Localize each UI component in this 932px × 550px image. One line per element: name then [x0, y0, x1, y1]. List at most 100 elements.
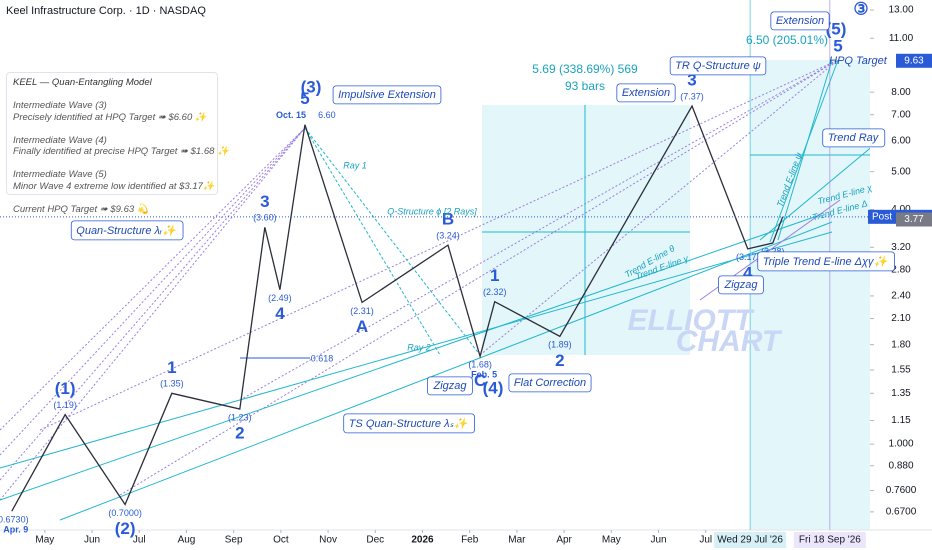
x-tick-label: Sep	[225, 535, 243, 546]
annotation-box	[343, 413, 475, 434]
y-tick-label: 0.7600	[886, 485, 917, 496]
y-tick-label: 2.10	[891, 313, 911, 324]
annotation: Zigzag	[432, 380, 467, 392]
annotation: Ray 2	[407, 342, 431, 352]
info-line: KEEL — Quan-Entangling Model	[13, 77, 152, 88]
x-tick-label: 2026	[411, 535, 434, 546]
wave-label: 1	[167, 358, 176, 377]
value-label: (3.17)	[736, 252, 760, 262]
value-label: (2.31)	[350, 306, 374, 316]
value-label: (0.6730)	[0, 515, 29, 525]
value-label: (2.49)	[268, 293, 292, 303]
y-tick-label: 1.55	[891, 365, 911, 376]
x-tick-label: Jun	[84, 535, 100, 546]
x-tick-label: Oct	[273, 535, 289, 546]
y-tick-label: 2.80	[891, 264, 911, 275]
y-tick-label: 6.00	[891, 135, 911, 146]
annotation-box	[70, 220, 184, 241]
x-marker-label: Wed 29 Jul '26	[717, 535, 783, 546]
value-label: (1.35)	[160, 379, 184, 389]
info-line: Finally identified at precise HPQ Target…	[13, 146, 229, 157]
x-tick-label: Aug	[178, 535, 196, 546]
annotation: (3)	[301, 77, 322, 96]
x-marker-box	[793, 532, 866, 548]
y-tick-label: 1.000	[888, 439, 913, 450]
info-line: Current HPQ Target ➠ $9.63 💫	[13, 203, 149, 215]
x-tick-label: Feb	[461, 535, 479, 546]
value-label: (3.28)	[761, 246, 785, 256]
wave-label: 2	[235, 424, 244, 443]
y-tick-label: 0.880	[888, 460, 913, 471]
value-label: (1.19)	[53, 400, 77, 410]
x-marker-box	[714, 532, 787, 548]
wave-label: 3	[687, 71, 696, 90]
wave-label: 2	[555, 351, 564, 370]
wave-label: C	[474, 371, 486, 390]
annotation: Flat Correction	[514, 377, 586, 389]
annotation: (4)	[483, 378, 504, 397]
y-tick-label: 7.00	[891, 109, 911, 120]
annotation-box	[718, 275, 764, 295]
price-tag	[868, 209, 896, 224]
value-label: 6.60	[318, 110, 336, 120]
chart-header: Keel Infrastructure Corp. · 1D · NASDAQ	[6, 5, 206, 17]
annotation: TS Quan-Structure λₛ✨	[349, 417, 470, 430]
wave-label: B	[442, 210, 454, 229]
value-label: (2.32)	[483, 287, 507, 297]
x-tick-label: Jul	[699, 535, 712, 546]
x-tick-label: May	[602, 535, 621, 546]
wave-label: (2)	[115, 519, 136, 538]
annotation: CHART	[676, 325, 783, 358]
wave-label: (1)	[55, 379, 76, 398]
value-label: (1.23)	[228, 412, 252, 422]
wave-label: 4	[275, 304, 285, 323]
price-box	[896, 53, 932, 68]
annotation: Extension	[622, 87, 670, 99]
annotation: Extension	[776, 15, 824, 27]
annotation: 0.618	[311, 353, 334, 363]
x-tick-label: Nov	[319, 535, 337, 546]
date-label: Feb. 5	[471, 370, 497, 380]
annotation: ③	[853, 0, 868, 18]
y-tick-label: 1.15	[891, 415, 911, 426]
date-label: Oct. 15	[276, 110, 306, 120]
annotation: 93 bars	[565, 79, 605, 93]
y-tick-label: 1.35	[891, 388, 911, 399]
x-tick-label: Dec	[366, 535, 384, 546]
rays	[0, 59, 839, 501]
annotation-box	[508, 373, 592, 393]
value-label: (7.37)	[680, 91, 704, 101]
x-tick-label: Mar	[508, 535, 526, 546]
y-tick-label: 3.20	[891, 242, 911, 253]
value-label: (1.68)	[468, 360, 492, 370]
annotation-box	[669, 56, 767, 76]
wave-label: 1	[490, 266, 499, 285]
annotation: Impulsive Extension	[338, 89, 436, 101]
annotation: Zigzag	[723, 279, 758, 291]
annotation: ELLIOTT	[628, 304, 756, 337]
y-tick-label: 0.6700	[886, 507, 917, 518]
annotation: Triple Trend E-line Δχγ✨	[763, 255, 890, 268]
annotation: 5	[833, 36, 842, 55]
value-label: (1.89)	[548, 340, 572, 350]
price-line	[11, 104, 784, 512]
annotation: 5.69 (338.69%) 569	[532, 62, 638, 76]
info-line: Intermediate Wave (3)	[13, 100, 107, 111]
wave-label: 3	[260, 192, 269, 211]
price-box-label: 3.77	[904, 214, 924, 225]
annotation-box	[427, 376, 473, 396]
y-tick-label: 8.00	[891, 87, 911, 98]
x-tick-label: May	[35, 535, 54, 546]
y-tick-label: 4.00	[891, 204, 911, 215]
x-tick-label: Apr	[556, 535, 572, 546]
annotation-box	[616, 83, 676, 103]
y-tick-label: 2.40	[891, 291, 911, 302]
wave-label: 5	[300, 89, 309, 108]
annotation: HPQ Target	[829, 55, 888, 67]
annotation: 6.50 (205.01%)	[746, 33, 828, 47]
info-line: Minor Wave 4 extreme low identified at $…	[13, 180, 215, 192]
value-label: (3.60)	[253, 213, 277, 223]
price-box-label: 9.63	[904, 55, 924, 66]
